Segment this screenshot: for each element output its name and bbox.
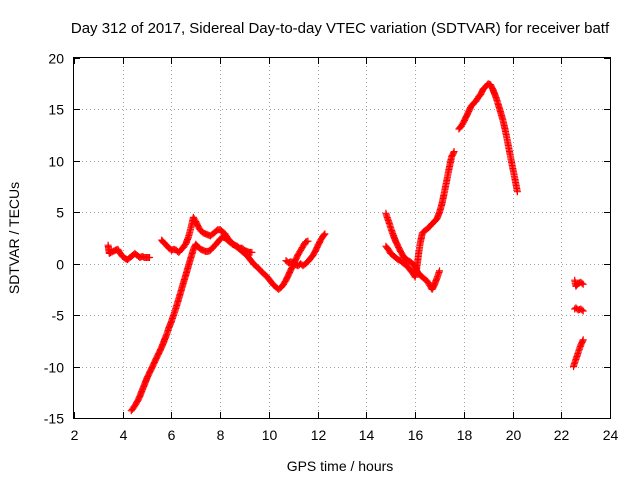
x-tick-label: 22 [554, 427, 570, 443]
x-tick-label: 14 [359, 427, 375, 443]
y-tick-label: 20 [48, 51, 64, 67]
x-tick-label: 24 [603, 427, 619, 443]
x-tick-label: 10 [262, 427, 278, 443]
data-point [579, 336, 587, 344]
data-point [579, 280, 587, 288]
y-tick-label: 5 [56, 205, 64, 221]
x-tick-label: 18 [457, 427, 473, 443]
plot-frame [73, 57, 611, 419]
x-tick-label: 16 [408, 427, 424, 443]
data-points [104, 80, 587, 415]
y-axis-label: SDTVAR / TECUs [6, 182, 22, 294]
data-point [450, 148, 458, 156]
x-tick-label: 20 [506, 427, 522, 443]
x-axis-label: GPS time / hours [287, 458, 394, 474]
data-point [578, 306, 586, 314]
y-tick-label: -10 [44, 360, 64, 376]
y-tick-label: 15 [48, 102, 64, 118]
data-point [146, 254, 153, 261]
data-point [320, 231, 328, 239]
data-point [248, 248, 256, 256]
y-tick-label: 0 [56, 257, 64, 273]
x-tick-label: 2 [71, 427, 79, 443]
data-point [513, 188, 521, 196]
data-point [321, 230, 329, 238]
x-tick-label: 4 [120, 427, 128, 443]
data-point [436, 267, 443, 275]
data-point [579, 307, 587, 315]
y-tick-label: -5 [52, 308, 65, 324]
y-tick-label: -15 [44, 411, 64, 427]
y-tick-label: 10 [48, 154, 64, 170]
x-tick-label: 6 [168, 427, 176, 443]
x-tick-label: 12 [311, 427, 327, 443]
data-point [579, 337, 587, 345]
x-tick-label: 8 [217, 427, 225, 443]
data-point [304, 237, 312, 245]
chart-title: Day 312 of 2017, Sidereal Day-to-day VTE… [71, 20, 610, 37]
data-point [578, 279, 586, 287]
